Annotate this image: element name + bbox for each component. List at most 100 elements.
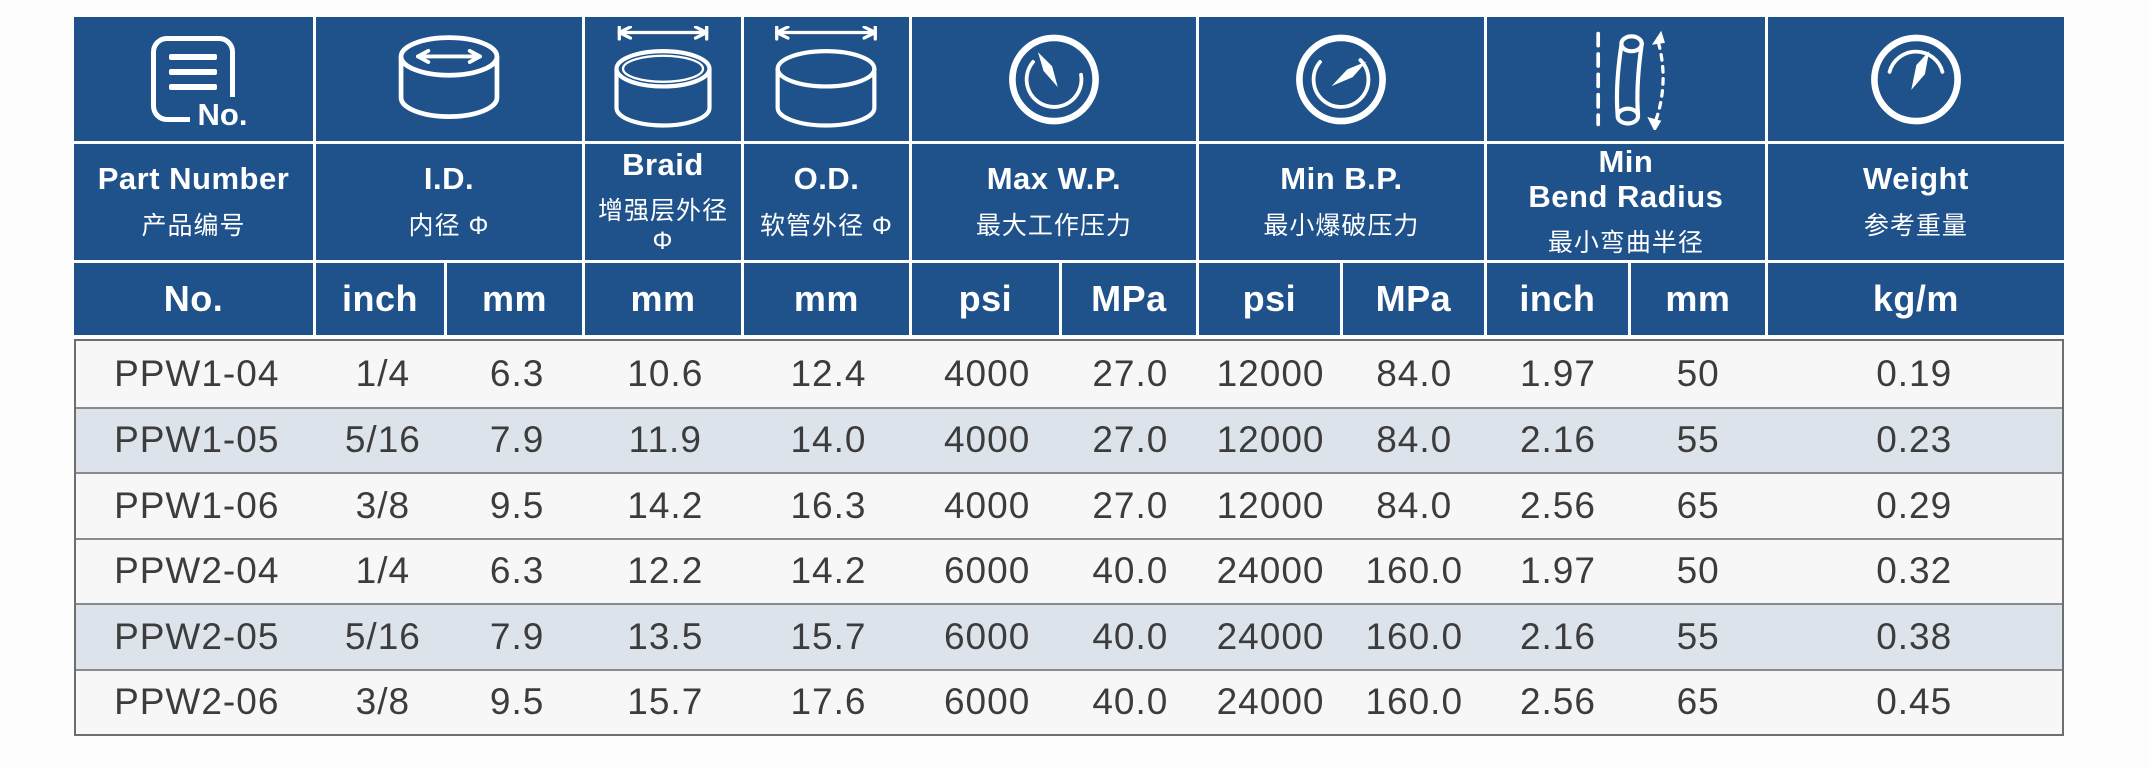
weight-gauge-icon: [1870, 34, 1961, 124]
table-cell: 4000: [943, 484, 1031, 526]
unit-cell: MPa: [1342, 263, 1487, 335]
table-cell: 0.19: [1876, 352, 1953, 394]
group-sublabel: 最小爆破压力: [1263, 211, 1420, 240]
header-name-bend-radius: Min Bend Radius 最小弯曲半径: [1486, 143, 1768, 260]
burst-gauge-icon: [1296, 34, 1387, 124]
table-cell: 3/8: [355, 681, 411, 723]
table-cell: 7.9: [489, 419, 545, 461]
group-sublabel: 最小弯曲半径: [1547, 229, 1704, 258]
table-cell: 6.3: [489, 352, 545, 394]
part-list-icon: No.: [151, 36, 248, 130]
unit-label: MPa: [1375, 278, 1452, 319]
table-cell: 15.7: [790, 615, 867, 657]
table-cell: 17.6: [790, 681, 867, 723]
part-list-icon-label: No.: [189, 97, 248, 130]
table-cell: 160.0: [1365, 615, 1464, 657]
inner-diameter-icon: [398, 35, 500, 119]
table-cell: 50: [1676, 352, 1720, 394]
table-row: PPW1-06 3/8 9.5 14.2 16.3 4000 27.0 12000 84.0 2.…: [76, 472, 2062, 538]
table-cell: 10.6: [627, 352, 704, 394]
header-cell-weight: [1767, 17, 2064, 141]
braid-diameter-icon: [614, 26, 712, 128]
table-cell: 5/16: [344, 419, 421, 461]
table-cell: 24000: [1216, 681, 1325, 723]
table-cell: 55: [1676, 419, 1720, 461]
header-names-row: Part Number 产品编号 I.D. 内径 Φ Braid 增强层外径 Φ…: [74, 144, 2064, 260]
table-cell: 84.0: [1376, 352, 1453, 394]
unit-cell: psi: [1198, 263, 1343, 335]
unit-cell: MPa: [1061, 263, 1199, 335]
unit-label: inch: [1519, 278, 1596, 319]
unit-label: mm: [1665, 278, 1731, 319]
table-cell: 13.5: [627, 615, 704, 657]
unit-label: MPa: [1091, 278, 1167, 319]
header-name-part-number: Part Number 产品编号: [74, 144, 316, 260]
table-cell: 15.7: [627, 681, 704, 723]
hose-spec-table: No.: [74, 17, 2064, 736]
group-sublabel: 产品编号: [141, 211, 246, 240]
table-cell: 12.2: [627, 550, 704, 592]
table-cell: PPW2-06: [114, 681, 280, 723]
header-name-max-wp: Max W.P. 最大工作压力: [911, 144, 1199, 260]
table-cell: PPW1-04: [114, 352, 280, 394]
header-cell-id: [315, 17, 585, 141]
unit-label: psi: [1242, 278, 1297, 319]
table-cell: 2.56: [1519, 681, 1596, 723]
unit-label: kg/m: [1872, 278, 1959, 319]
table-cell: 12000: [1216, 484, 1325, 526]
group-label: Braid: [622, 146, 704, 182]
unit-cell: mm: [584, 263, 744, 335]
table-cell: PPW2-05: [114, 615, 280, 657]
group-sublabel: 软管外径 Φ: [759, 211, 893, 240]
table-cell: PPW1-05: [114, 419, 280, 461]
table-cell: 1/4: [355, 550, 411, 592]
header-icons-row: No.: [74, 17, 2064, 141]
table-cell: 84.0: [1376, 484, 1453, 526]
table-cell: 40.0: [1092, 550, 1169, 592]
group-sublabel: 最大工作压力: [975, 211, 1132, 240]
table-cell: 6000: [943, 615, 1031, 657]
unit-cell: psi: [911, 263, 1062, 335]
table-cell: 84.0: [1376, 419, 1453, 461]
unit-cell: kg/m: [1767, 263, 2064, 335]
table-cell: 14.2: [627, 484, 704, 526]
table-cell: 24000: [1216, 550, 1325, 592]
unit-label: psi: [958, 278, 1013, 319]
header-cell-max-wp: [911, 17, 1199, 141]
table-cell: 2.16: [1519, 419, 1596, 461]
table-cell: 4000: [943, 352, 1031, 394]
table-cell: PPW1-06: [114, 484, 280, 526]
table-cell: 0.45: [1876, 681, 1953, 723]
data-rows: PPW1-04 1/4 6.3 10.6 12.4 4000 27.0 12000 84.0 1.…: [74, 339, 2064, 736]
unit-cell: mm: [446, 263, 585, 335]
group-label: Part Number: [97, 161, 290, 197]
table-cell: 0.23: [1876, 419, 1953, 461]
table-cell: 12000: [1216, 419, 1325, 461]
table-cell: 50: [1676, 550, 1720, 592]
unit-label: inch: [341, 278, 418, 319]
unit-cell: inch: [315, 263, 447, 335]
table-cell: 7.9: [489, 615, 545, 657]
table-cell: 2.16: [1519, 615, 1596, 657]
table-cell: 3/8: [355, 484, 411, 526]
group-label: I.D.: [423, 161, 475, 197]
header-name-weight: Weight 参考重量: [1767, 144, 2064, 260]
group-label: Min B.P.: [1280, 161, 1403, 197]
unit-label: mm: [481, 278, 547, 319]
table-row: PPW2-06 3/8 9.5 15.7 17.6 6000 40.0 24000 160.0 2…: [76, 668, 2062, 734]
group-label: Min Bend Radius: [1528, 143, 1724, 214]
table-cell: 1.97: [1519, 550, 1596, 592]
header-cell-bend-radius: [1486, 17, 1768, 141]
header-name-braid: Braid 增强层外径 Φ: [584, 144, 744, 260]
header-units-row: No. inch mm mm mm psi MPa psi MPa inch m…: [74, 263, 2064, 335]
table-cell: 27.0: [1092, 484, 1169, 526]
header-cell-part-number: No.: [74, 17, 316, 141]
table-cell: 55: [1676, 615, 1720, 657]
group-label: Max W.P.: [986, 161, 1122, 197]
header-cell-min-bp: [1198, 17, 1487, 141]
unit-label: mm: [793, 278, 859, 319]
unit-cell: inch: [1486, 263, 1631, 335]
table-cell: 0.29: [1876, 484, 1953, 526]
table-cell: 160.0: [1365, 681, 1464, 723]
group-sublabel: 增强层外径 Φ: [597, 197, 728, 256]
